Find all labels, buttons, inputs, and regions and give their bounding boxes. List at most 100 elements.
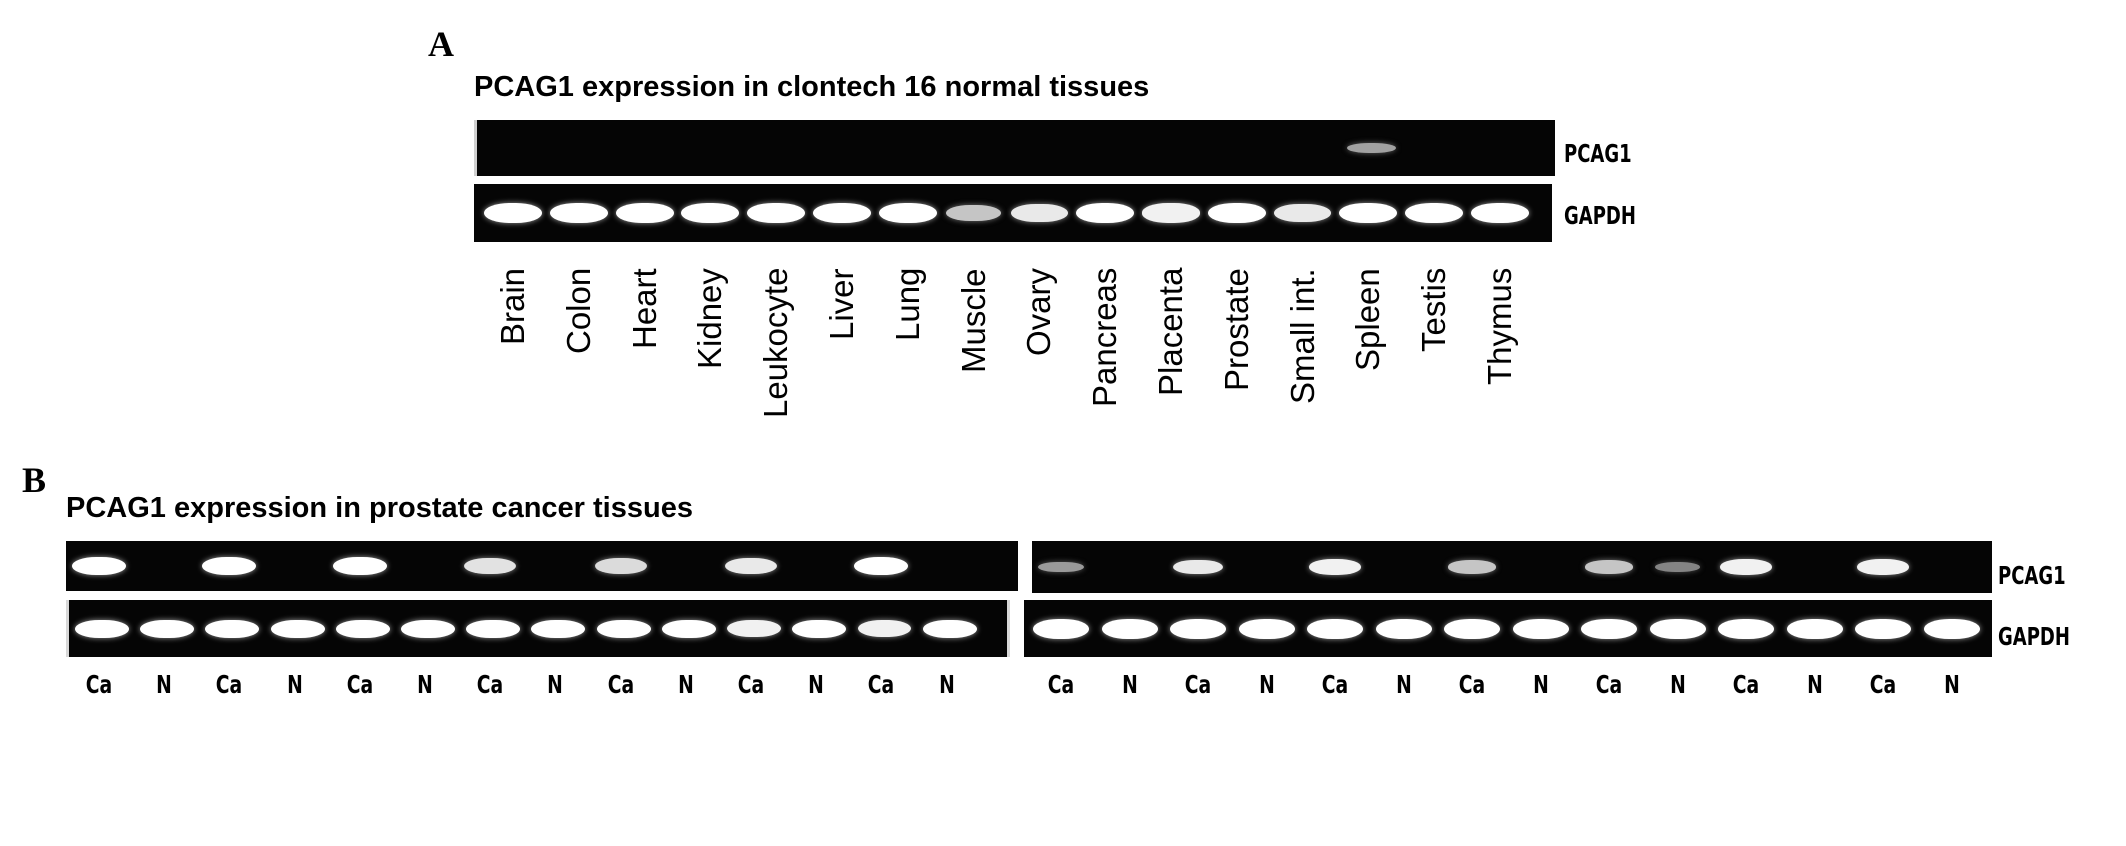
panel-b-left-pcag1-gel: [66, 541, 1018, 591]
panel-b-right-pcag1-band-7: [1447, 560, 1497, 574]
panel-a-gapdh-band-13: [1274, 203, 1331, 223]
panel-a-gapdh-band-1: [484, 203, 542, 223]
panel-b-right-gapdh-band-11: [1718, 618, 1774, 639]
panel-a-lane-label: Colon: [559, 268, 597, 355]
panel-b-right-pcag1-band-11: [1720, 559, 1772, 575]
panel-b-left-gapdh-band-14: [922, 619, 977, 638]
panel-a-lane-label: Lung: [888, 268, 926, 342]
panel-a-gapdh-band-5: [747, 203, 806, 223]
panel-b-lane-label: Ca: [737, 670, 765, 699]
panel-b-left-gapdh-band-12: [792, 619, 847, 638]
panel-b-left-pcag1-band-7: [464, 557, 517, 575]
panel-b-pcag1-label: PCAG1: [1998, 561, 2066, 590]
panel-b-lane-label: N: [156, 670, 173, 699]
panel-a-gapdh-band-15: [1405, 203, 1464, 223]
panel-b-left-pcag1-band-3: [202, 557, 257, 575]
panel-b-lane-label: Ca: [1321, 670, 1349, 699]
panel-a-title: PCAG1 expression in clontech 16 normal t…: [474, 71, 1150, 103]
panel-a-gapdh-band-16: [1471, 203, 1529, 223]
panel-a-pcag1-band-14: [1347, 143, 1396, 153]
panel-b-lane-label: N: [547, 670, 564, 699]
panel-b-lane-label: Ca: [346, 670, 374, 699]
panel-a-lane-label: Testis: [1415, 268, 1453, 353]
panel-b-lane-label: Ca: [476, 670, 504, 699]
panel-b-left-gapdh-band-3: [205, 619, 260, 638]
panel-b-left-gapdh-band-9: [596, 619, 651, 638]
panel-b-right-pcag1-band-5: [1309, 559, 1361, 575]
panel-b-lane-label: N: [1395, 670, 1412, 699]
panel-a-gapdh-band-9: [1011, 203, 1068, 223]
panel-b-left-gapdh-band-13: [857, 619, 911, 638]
panel-b-left-pcag1-band-13: [854, 557, 909, 575]
panel-b-left-gapdh-band-7: [466, 619, 521, 638]
panel-b-left-pcag1-band-11: [724, 557, 778, 575]
panel-a-gapdh-band-12: [1207, 203, 1266, 223]
panel-b-lane-label: N: [677, 670, 694, 699]
panel-a-gapdh-band-2: [549, 203, 608, 223]
panel-b-lane-label: N: [1121, 670, 1138, 699]
panel-a-gapdh-label: GAPDH: [1564, 201, 1636, 230]
panel-b-left-pcag1-band-5: [332, 557, 387, 575]
panel-a-lane-label: Kidney: [691, 268, 729, 369]
panel-b-right-gapdh-band-8: [1512, 618, 1569, 639]
panel-b-right-gapdh-gel: [1024, 600, 1992, 657]
panel-b-right-pcag1-gel: [1032, 541, 1992, 593]
panel-b-right-pcag1-band-1: [1037, 561, 1085, 573]
panel-b-left-gapdh-band-10: [661, 619, 716, 638]
panel-b-right-gapdh-band-7: [1444, 618, 1500, 639]
panel-b-gapdh-label: GAPDH: [1998, 622, 2070, 651]
panel-b-lane-label: N: [286, 670, 303, 699]
panel-b-left-gapdh-band-5: [335, 619, 390, 638]
panel-a-gapdh-band-4: [681, 203, 740, 223]
panel-a-pcag1-label: PCAG1: [1564, 139, 1632, 168]
panel-b-left-gapdh-band-6: [401, 619, 455, 638]
panel-b-right-gapdh-band-14: [1923, 618, 1980, 639]
panel-b-lane-label: N: [1258, 670, 1275, 699]
panel-b-right-gapdh-band-4: [1238, 618, 1295, 639]
panel-a-lane-label: Pancreas: [1086, 268, 1124, 408]
panel-a-lane-label: Spleen: [1349, 268, 1387, 371]
panel-b-lane-label: N: [808, 670, 825, 699]
panel-a-lane-label: Placenta: [1152, 268, 1189, 397]
panel-a-gapdh-band-14: [1339, 203, 1398, 223]
panel-a-pcag1-gel: [474, 120, 1555, 176]
panel-b-left-gapdh-band-4: [270, 619, 325, 638]
panel-b-lane-label: N: [938, 670, 955, 699]
panel-a-lane-label: Prostate: [1217, 268, 1255, 391]
panel-b-lane-label: Ca: [1047, 670, 1075, 699]
panel-b-lane-label: Ca: [1595, 670, 1623, 699]
panel-b-lane-label: Ca: [607, 670, 634, 699]
panel-a-lane-label: Brain: [494, 268, 531, 346]
panel-b-lane-label: Ca: [85, 670, 113, 699]
panel-a-gapdh-band-3: [615, 203, 674, 223]
panel-b-right-gapdh-band-10: [1649, 618, 1706, 639]
panel-b-lane-label: Ca: [1869, 670, 1897, 699]
panel-b-right-pcag1-band-10: [1654, 562, 1701, 572]
panel-b-lane-label: N: [1669, 670, 1686, 699]
panel-a-gapdh-band-10: [1076, 203, 1135, 223]
panel-a-lane-label: Heart: [625, 268, 663, 349]
panel-a-lane-label: Ovary: [1020, 268, 1058, 357]
panel-b-right-pcag1-band-3: [1172, 559, 1224, 575]
panel-b-left-gapdh-band-8: [531, 619, 586, 638]
panel-b-right-gapdh-band-13: [1855, 618, 1911, 639]
panel-b-right-gapdh-band-12: [1786, 618, 1843, 639]
panel-a-lane-label: Leukocyte: [757, 268, 795, 419]
panel-b-right-gapdh-band-9: [1581, 618, 1637, 639]
panel-a-gapdh-band-7: [878, 203, 937, 223]
panel-a-letter: A: [428, 24, 454, 64]
panel-b-right-gapdh-band-1: [1033, 618, 1089, 639]
panel-b-lane-label: Ca: [1458, 670, 1486, 699]
panel-b-lane-label: Ca: [1732, 670, 1760, 699]
panel-b-right-gapdh-band-3: [1170, 618, 1226, 639]
panel-b-letter: B: [22, 460, 47, 500]
panel-b-lane-label: N: [1943, 670, 1960, 699]
panel-b-right-gapdh-band-2: [1101, 618, 1158, 639]
panel-b-left-gapdh-band-1: [75, 619, 129, 638]
panel-a-gapdh-band-8: [946, 204, 1001, 222]
panel-b-lane-label: N: [1806, 670, 1823, 699]
panel-b-left-gapdh-gel: [66, 600, 1010, 657]
panel-a-lane-label: Liver: [823, 268, 860, 340]
panel-b-left-pcag1-band-9: [594, 558, 647, 574]
panel-b-left-gapdh-band-11: [727, 619, 781, 638]
